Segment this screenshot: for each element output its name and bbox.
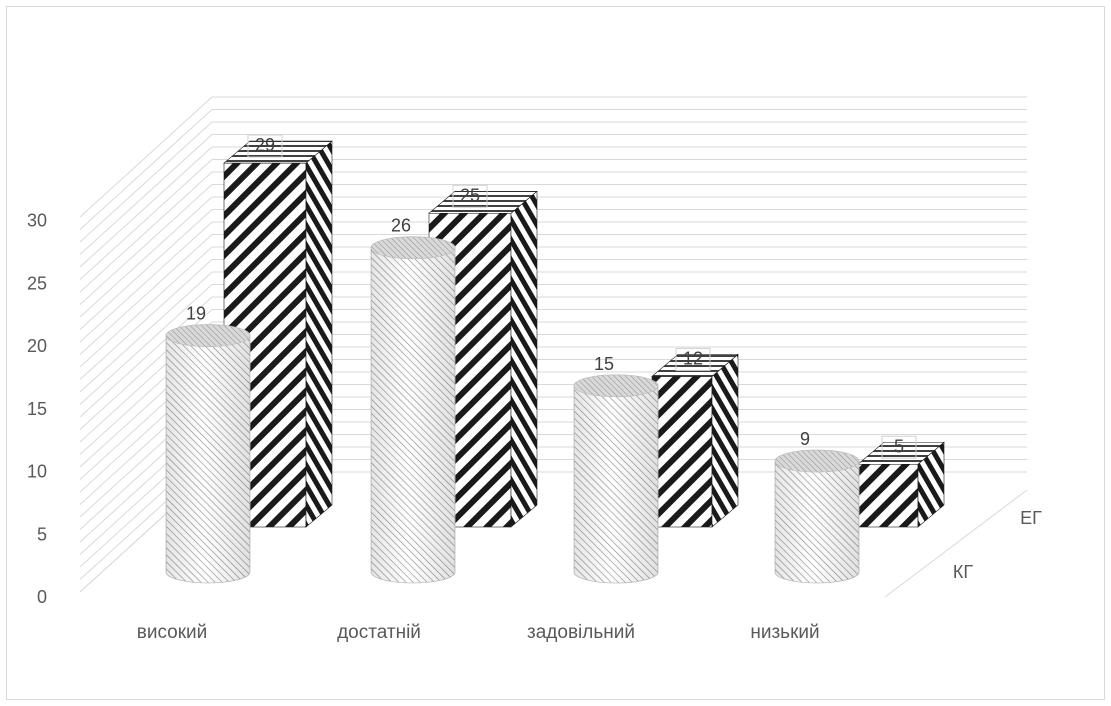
bar-eg-side [305,140,333,528]
data-label-eg: 5 [894,436,904,456]
gridline-wall [79,196,213,318]
bar-kg-top [165,324,251,347]
series-label-kg: КГ [953,562,973,582]
bar-kg: 9 [774,429,860,584]
y-tick-label: 25 [27,273,47,293]
data-label-kg: 19 [186,304,206,324]
series-kg-group: 19 26 15 9 [165,216,860,584]
data-label-eg: 29 [255,135,275,155]
gridline-wall [79,234,213,355]
bar-kg: 26 [370,216,456,584]
bar-eg-front [651,376,713,528]
bar-kg-shade [371,247,455,583]
depth-axis: КГ ЕГ [953,508,1042,582]
data-label-eg: 12 [683,348,703,368]
gridline-wall [79,184,213,305]
bar-kg-top [774,449,860,473]
data-label-kg: 26 [391,216,411,236]
bar-kg-top [370,236,456,260]
data-label-kg: 9 [800,429,810,449]
bar-kg-top [573,374,659,398]
bar-kg-shade [166,335,250,583]
data-label-box [881,435,917,459]
bar-eg-side [510,190,538,528]
gridline-wall [79,296,213,418]
y-tick-label: 30 [27,211,47,231]
category-label: достатній [337,622,421,643]
y-tick-label: 15 [27,399,47,419]
gridline-wall [79,271,213,393]
data-label-eg: 25 [460,185,480,205]
bar-kg-shade [775,461,859,583]
y-tick-label: 5 [37,524,47,544]
y-tick-label: 20 [27,336,47,356]
y-tick-label: 0 [37,587,47,607]
gridline-wall [79,221,213,343]
data-label-box [452,184,488,208]
floor-edge-right [884,489,1028,598]
gridline-wall [79,146,213,268]
gridline-wall [79,159,213,280]
bar-eg-top [651,354,739,377]
gridline-wall [79,109,213,230]
bar-kg-shade [574,385,658,583]
gridline-wall [79,259,213,380]
data-label-kg: 15 [594,354,614,374]
y-tick-label: 10 [27,462,47,482]
gridline-wall [79,284,213,405]
bar-eg: 5 [857,435,945,528]
category-label: задовільний [527,622,635,643]
bar-eg-top [857,441,945,465]
bar-eg-front [857,463,919,528]
data-label-box [675,347,711,371]
bar-kg: 19 [165,304,251,584]
y-axis: 0 5 10 15 20 25 30 [27,211,47,608]
gridline-wall [79,209,213,330]
gridline-wall [79,246,213,368]
gridline-wall [79,171,213,293]
gridline-wall [79,134,213,255]
x-axis: високий достатній задовільний низький [137,622,820,643]
category-label: високий [137,622,208,643]
bar-eg: 12 [651,347,739,528]
gridline-wall [79,121,213,243]
category-label: низький [750,622,819,643]
data-label-box [247,134,283,158]
bar-kg: 15 [573,354,659,584]
series-label-eg: ЕГ [1020,508,1042,528]
gridline-wall [79,96,213,218]
bar-eg-side [711,353,739,528]
